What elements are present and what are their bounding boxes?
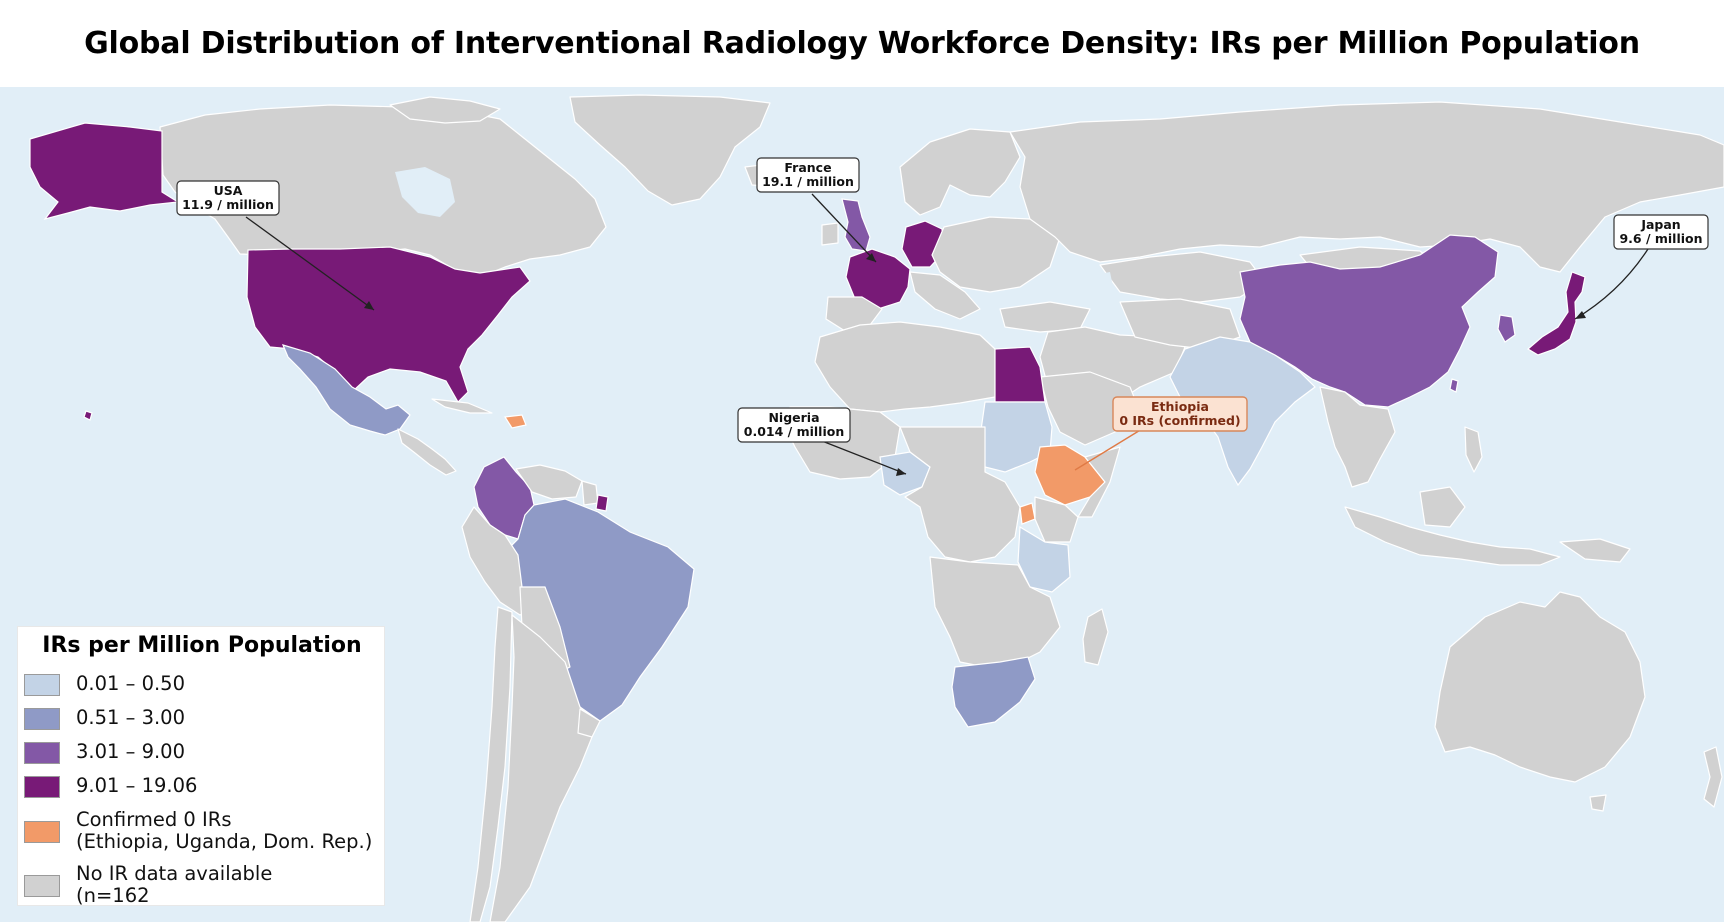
nigeria-label: Nigeria — [768, 410, 819, 425]
borneo — [1419, 486, 1466, 528]
legend-label-zero: Confirmed 0 IRs (Ethiopia, Uganda, Dom. … — [76, 808, 373, 853]
legend-item-zero: Confirmed 0 IRs (Ethiopia, Uganda, Dom. … — [24, 809, 372, 853]
ethiopia-value: 0 IRs (confirmed) — [1119, 413, 1240, 428]
canada-islands — [389, 96, 501, 124]
usa-arrowhead — [364, 301, 374, 310]
egypt — [994, 346, 1046, 403]
legend-item-top: 9.01 – 19.06 — [24, 775, 197, 798]
legend-item-high: 3.01 – 9.00 — [24, 741, 185, 764]
uk — [841, 198, 871, 252]
france-arrowhead — [866, 253, 876, 262]
scandinavia — [899, 128, 1021, 216]
japan-value: 9.6 / million — [1619, 231, 1702, 246]
alaska — [29, 122, 180, 221]
japan-arrowhead — [1575, 311, 1586, 319]
map-title: Global Distribution of Interventional Ra… — [84, 26, 1640, 61]
french-guiana — [595, 494, 609, 512]
legend-swatch-low — [24, 674, 60, 696]
hudson-bay — [395, 167, 455, 217]
turkey — [999, 301, 1091, 333]
dominican-republic — [503, 414, 527, 429]
new-guinea — [1559, 538, 1631, 563]
chile — [469, 606, 513, 922]
japan — [1526, 271, 1586, 356]
new-zealand — [1703, 746, 1723, 808]
legend-title: IRs per Million Population — [42, 633, 362, 658]
taiwan — [1449, 378, 1459, 393]
madagascar — [1082, 608, 1109, 666]
north-africa — [814, 321, 996, 413]
japan-annotation: Japan 9.6 / million — [1613, 214, 1709, 250]
legend-swatch-zero — [24, 821, 60, 843]
nigeria-leader — [821, 440, 907, 475]
korea — [1497, 314, 1516, 343]
ethiopia-leader — [1074, 428, 1143, 471]
philippines — [1464, 426, 1483, 473]
ethiopia-annotation: Ethiopia 0 IRs (confirmed) — [1112, 396, 1248, 432]
usa-value: 11.9 / million — [182, 197, 274, 212]
legend-item-low: 0.01 – 0.50 — [24, 673, 185, 696]
south-africa — [951, 656, 1036, 728]
legend-item-mid: 0.51 – 3.00 — [24, 707, 185, 730]
australia — [1434, 591, 1646, 783]
legend-label-low: 0.01 – 0.50 — [76, 672, 185, 695]
france-annotation: France 19.1 / million — [756, 157, 860, 193]
ireland — [821, 222, 839, 246]
legend: IRs per Million Population 0.01 – 0.50 0… — [17, 626, 385, 907]
greenland — [569, 94, 771, 206]
eastern-europe — [931, 216, 1061, 293]
argentina — [489, 614, 597, 922]
hawaii — [83, 410, 93, 421]
legend-swatch-high — [24, 742, 60, 764]
indonesia — [1344, 506, 1561, 566]
france-value: 19.1 / million — [762, 174, 854, 189]
legend-swatch-mid — [24, 708, 60, 730]
guyana — [581, 480, 599, 506]
cuba — [431, 398, 493, 414]
legend-item-nodata: No IR data available (n=162 — [24, 863, 272, 907]
legend-label-mid: 0.51 – 3.00 — [76, 706, 185, 729]
kenya — [1034, 496, 1079, 543]
central-america — [397, 428, 457, 476]
tasmania — [1589, 794, 1607, 812]
legend-label-nodata: No IR data available (n=162 — [76, 862, 273, 907]
legend-swatch-nodata — [24, 875, 60, 897]
venezuela — [515, 464, 583, 500]
ethiopia-label: Ethiopia — [1151, 399, 1209, 414]
tanzania — [1017, 525, 1071, 593]
legend-label-top: 9.01 – 19.06 — [76, 774, 198, 797]
italy-balkans — [909, 271, 981, 320]
title-bar: Global Distribution of Interventional Ra… — [0, 0, 1724, 87]
caspian — [1095, 272, 1115, 312]
usa-annotation: USA 11.9 / million — [176, 180, 280, 216]
world-map-svg: USA 11.9 / million France 19.1 / million… — [29, 94, 1724, 922]
mexico — [281, 344, 411, 436]
central-africa — [899, 426, 1021, 563]
france-label: France — [784, 160, 831, 175]
france — [845, 248, 911, 310]
japan-leader — [1574, 248, 1649, 320]
usa-leader — [245, 216, 375, 311]
uganda — [1019, 502, 1036, 525]
legend-swatch-top — [24, 776, 60, 798]
southeast-asia — [1319, 386, 1396, 488]
china — [1239, 234, 1499, 408]
southern-africa — [929, 556, 1061, 668]
world-map: USA 11.9 / million France 19.1 / million… — [0, 87, 1724, 922]
nigeria-arrowhead — [896, 468, 906, 476]
usa-label: USA — [214, 183, 243, 198]
nigeria-annotation: Nigeria 0.014 / million — [737, 407, 851, 443]
legend-label-high: 3.01 – 9.00 — [76, 740, 185, 763]
japan-label: Japan — [1640, 217, 1680, 232]
france-leader — [811, 193, 877, 263]
nigeria-value: 0.014 / million — [744, 424, 844, 439]
russia — [1009, 101, 1724, 273]
uruguay — [577, 708, 601, 738]
somalia — [1077, 446, 1121, 518]
